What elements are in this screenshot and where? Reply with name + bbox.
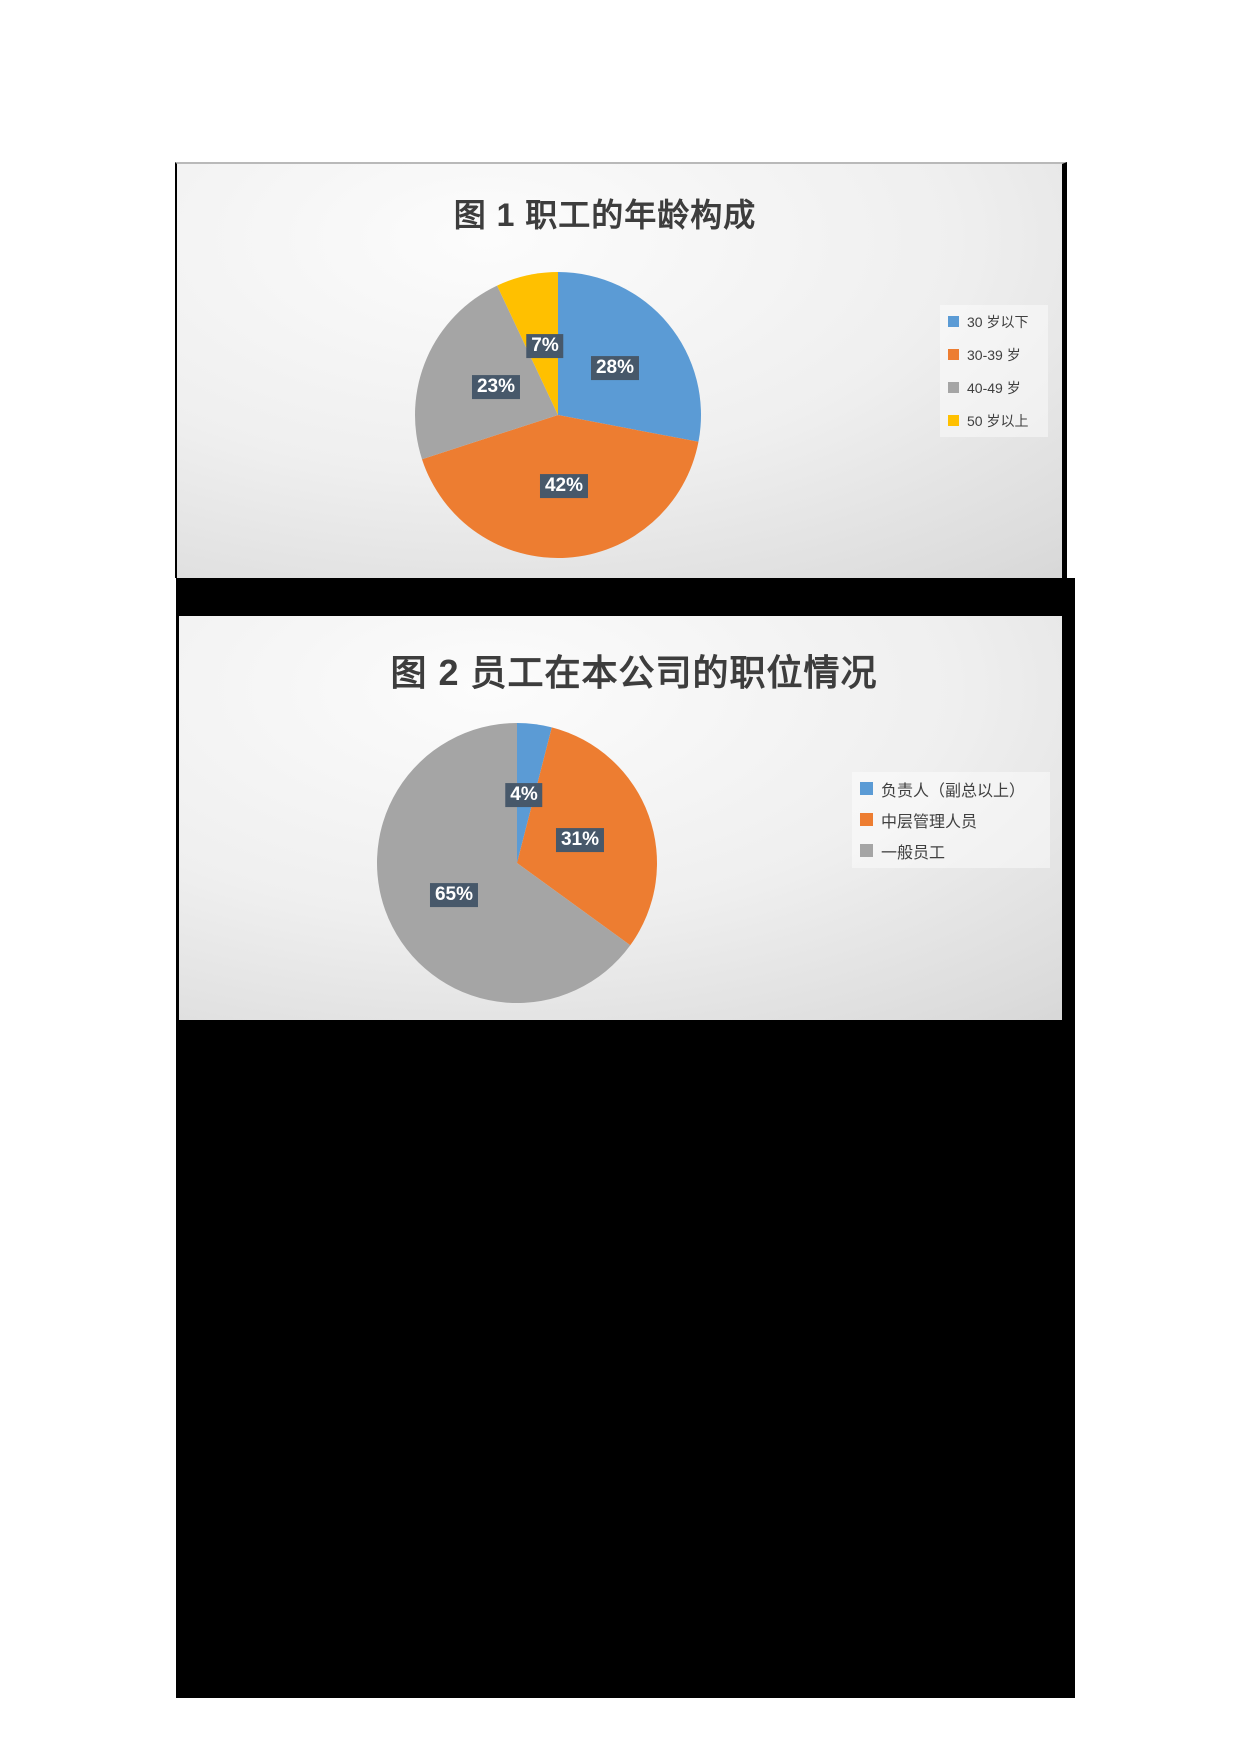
legend-item-label: 一般员工 (881, 844, 946, 862)
pie-slice (415, 285, 558, 460)
legend-swatch-icon (860, 844, 873, 857)
data-label-7pct: 7% (526, 334, 564, 358)
legend-item-label: 50 岁以上 (967, 412, 1029, 429)
legend-swatch-icon (860, 813, 873, 826)
pie-chart-age (415, 272, 702, 559)
legend-item: 30-39 岁 (948, 338, 1048, 371)
legend-item: 30 岁以下 (948, 305, 1048, 338)
chart-title-age: 图 1 职工的年龄构成 (453, 197, 757, 233)
legend-item-label: 中层管理人员 (881, 813, 978, 831)
chart-title-position: 图 2 员工在本公司的职位情况 (390, 652, 878, 693)
data-label-4pct: 4% (505, 783, 543, 807)
chart-panel-age: 图 1 职工的年龄构成 28% 42% 23% 7% 30 岁以下 30-39 … (175, 162, 1067, 578)
legend-swatch-icon (948, 382, 959, 393)
legend-swatch-icon (948, 316, 959, 327)
legend-item-label: 30 岁以下 (967, 313, 1029, 330)
legend-item: 50 岁以上 (948, 404, 1048, 437)
data-label-28pct: 28% (590, 356, 640, 380)
data-label-23pct: 23% (471, 375, 521, 399)
chart-panel-position: 图 2 员工在本公司的职位情况 4% 31% 65% 负责人（副总以上） 中层管… (179, 616, 1062, 1020)
pie-chart-position (376, 723, 657, 1003)
legend-item-label: 负责人（副总以上） (881, 782, 1026, 800)
legend-item: 负责人（副总以上） (860, 773, 1050, 804)
legend-item-label: 40-49 岁 (967, 379, 1021, 396)
legend-item-label: 30-39 岁 (967, 346, 1021, 363)
legend-item: 中层管理人员 (860, 804, 1050, 835)
legend-item: 40-49 岁 (948, 371, 1048, 404)
pie-slice (376, 723, 631, 1003)
legend-swatch-icon (860, 782, 873, 795)
legend-item: 一般员工 (860, 835, 1050, 866)
data-label-31pct: 31% (555, 828, 605, 852)
data-label-65pct: 65% (429, 883, 479, 907)
legend-age: 30 岁以下 30-39 岁 40-49 岁 50 岁以上 (940, 305, 1048, 437)
legend-position: 负责人（副总以上） 中层管理人员 一般员工 (852, 772, 1050, 868)
legend-swatch-icon (948, 349, 959, 360)
data-label-42pct: 42% (539, 474, 589, 498)
legend-swatch-icon (948, 415, 959, 426)
